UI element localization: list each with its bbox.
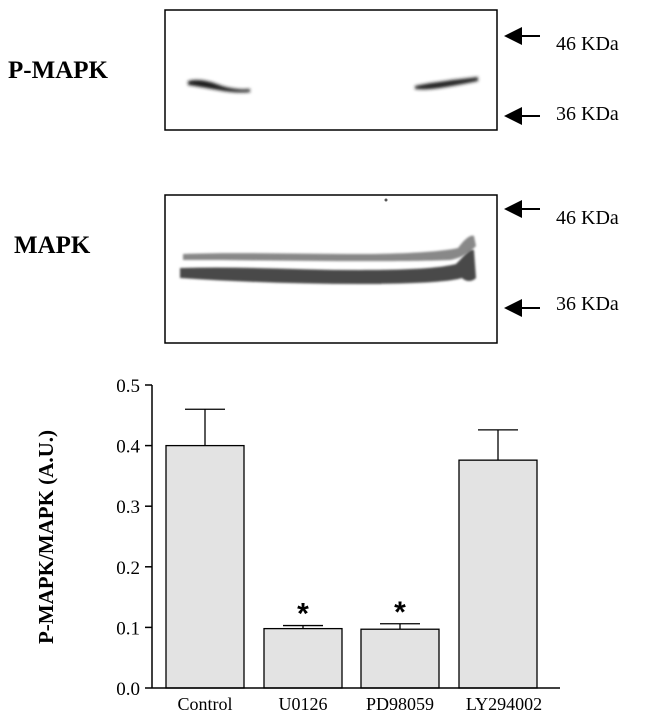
y-tick-label: 0.3 bbox=[116, 497, 140, 518]
significance-marker-u0126: * bbox=[297, 598, 309, 631]
p-mapk-marker-36: 36 KDa bbox=[504, 103, 619, 125]
p-mapk-marker-46: 46 KDa bbox=[504, 27, 619, 55]
p-mapk-band-control bbox=[188, 79, 250, 93]
bar-pd98059 bbox=[360, 628, 440, 689]
y-tick-label: 0.0 bbox=[116, 679, 140, 700]
x-tick-label: U0126 bbox=[279, 694, 328, 714]
y-axis-label: P-MAPK/MAPK (A.U.) bbox=[34, 430, 58, 644]
mapk-band-upper bbox=[183, 235, 476, 262]
p-mapk-blot-panel: P-MAPK 46 KDa 36 KDa bbox=[8, 9, 619, 131]
arrow-left-icon bbox=[504, 200, 522, 218]
mapk-band-lower bbox=[180, 249, 476, 284]
mapk-marker-36-label: 36 KDa bbox=[556, 293, 619, 315]
arrow-left-icon bbox=[504, 299, 522, 317]
mapk-label: MAPK bbox=[14, 232, 91, 259]
bar-ly294002 bbox=[458, 459, 538, 689]
bar-chart: P-MAPK/MAPK (A.U.) * * Control U0126 PD9805… bbox=[34, 376, 560, 714]
p-mapk-band-ly294002 bbox=[415, 77, 478, 90]
x-tick-label: Control bbox=[177, 694, 232, 714]
arrow-left-icon bbox=[504, 107, 522, 125]
p-mapk-blot-frame bbox=[164, 9, 498, 131]
bar-control bbox=[165, 444, 245, 689]
y-tick-label: 0.1 bbox=[116, 618, 140, 639]
bar-u0126 bbox=[263, 627, 343, 689]
mapk-marker-46-label: 46 KDa bbox=[556, 207, 619, 229]
y-tick-label: 0.2 bbox=[116, 558, 140, 579]
mapk-marker-36: 36 KDa bbox=[504, 293, 619, 317]
p-mapk-marker-46-label: 46 KDa bbox=[556, 33, 619, 55]
axes-layer: Control U0126 PD98059 LY294002 0.0 0.1 0.2 0.3 0… bbox=[116, 376, 560, 714]
y-tick-label: 0.4 bbox=[116, 437, 140, 458]
blot-speck bbox=[384, 198, 388, 202]
y-tick-label: 0.5 bbox=[116, 376, 140, 397]
x-tick-label: LY294002 bbox=[466, 694, 542, 714]
p-mapk-marker-36-label: 36 KDa bbox=[556, 103, 619, 125]
significance-marker-pd98059: * bbox=[394, 596, 406, 629]
mapk-blot-panel: MAPK 46 KDa 36 KDa bbox=[14, 194, 619, 344]
mapk-marker-46: 46 KDa bbox=[504, 200, 619, 229]
bars-layer: * * bbox=[165, 408, 538, 689]
arrow-left-icon bbox=[504, 27, 522, 45]
x-tick-label: PD98059 bbox=[366, 694, 434, 714]
p-mapk-label: P-MAPK bbox=[8, 57, 109, 84]
